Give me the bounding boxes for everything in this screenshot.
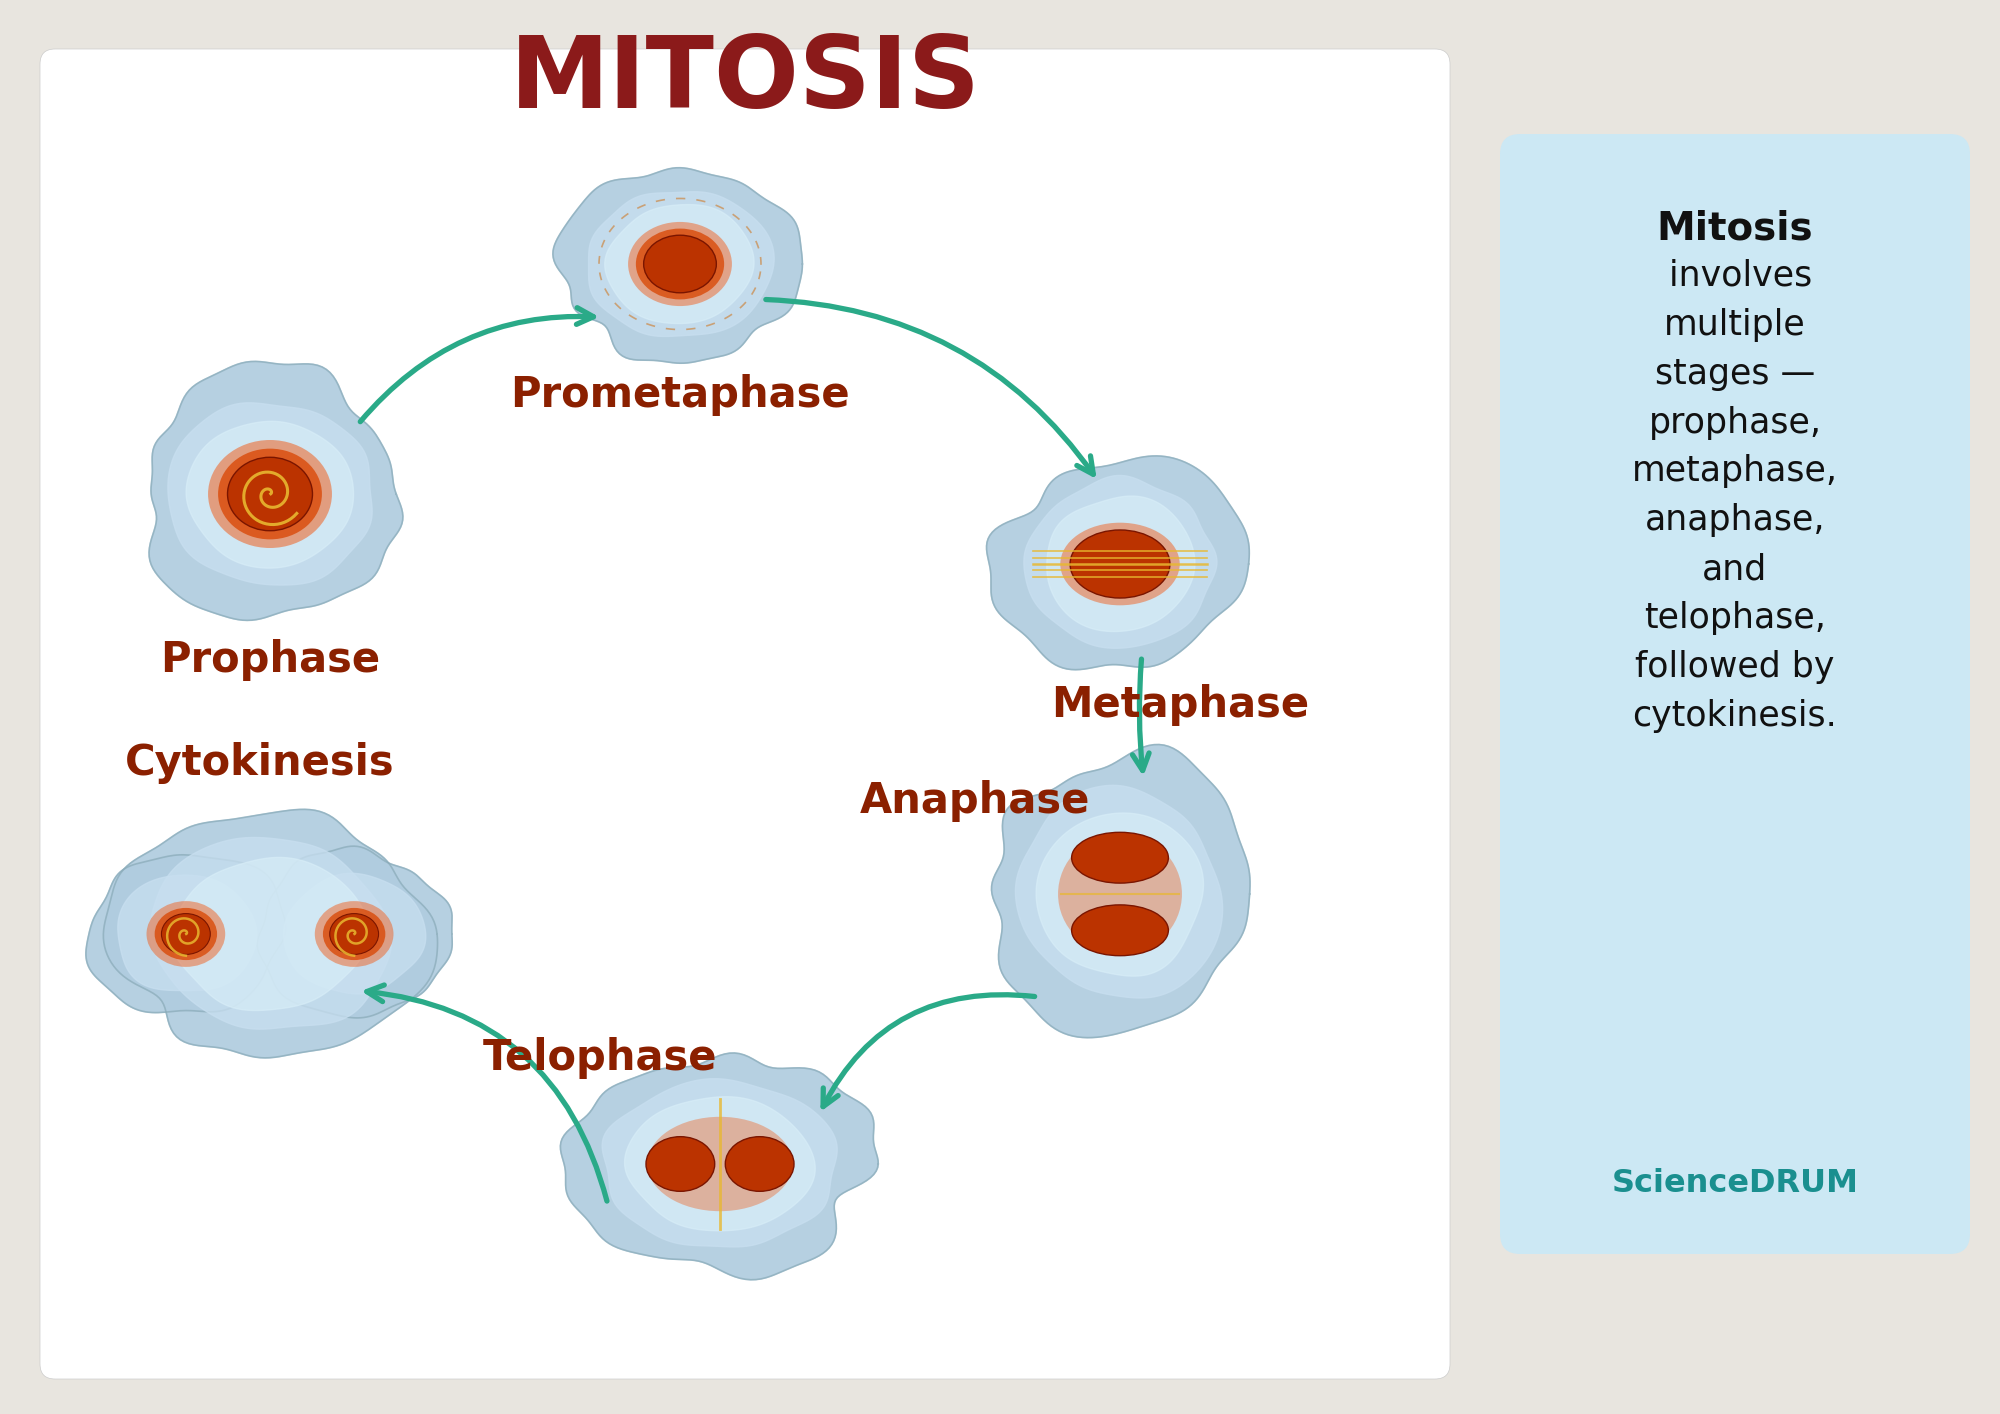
Polygon shape [168, 403, 372, 585]
Ellipse shape [330, 913, 378, 954]
Ellipse shape [322, 908, 386, 960]
Polygon shape [86, 855, 286, 1012]
Ellipse shape [644, 235, 716, 293]
Text: Metaphase: Metaphase [1050, 684, 1310, 725]
Polygon shape [986, 455, 1250, 670]
Ellipse shape [1060, 523, 1180, 605]
Ellipse shape [146, 901, 226, 967]
Polygon shape [602, 1079, 838, 1247]
Text: Telophase: Telophase [482, 1036, 718, 1079]
Polygon shape [258, 846, 452, 1018]
Polygon shape [170, 857, 370, 1011]
Ellipse shape [1070, 530, 1170, 598]
Ellipse shape [228, 457, 312, 530]
Text: Prometaphase: Prometaphase [510, 373, 850, 416]
Ellipse shape [1072, 833, 1168, 884]
Ellipse shape [1058, 833, 1182, 954]
Ellipse shape [218, 448, 322, 539]
Polygon shape [186, 421, 354, 568]
Polygon shape [104, 809, 438, 1058]
Polygon shape [1016, 785, 1222, 998]
Polygon shape [1046, 496, 1194, 632]
Polygon shape [552, 168, 802, 363]
Ellipse shape [1072, 905, 1168, 956]
Polygon shape [1024, 475, 1216, 648]
Ellipse shape [154, 908, 218, 960]
Text: MITOSIS: MITOSIS [510, 33, 980, 129]
Ellipse shape [636, 229, 724, 300]
Text: Prophase: Prophase [160, 639, 380, 682]
FancyBboxPatch shape [1500, 134, 1970, 1254]
Text: Mitosis: Mitosis [1656, 209, 1814, 247]
Ellipse shape [648, 1117, 792, 1212]
Polygon shape [624, 1097, 816, 1230]
FancyBboxPatch shape [40, 49, 1450, 1379]
Text: involves
multiple
stages —
prophase,
metaphase,
anaphase,
and
telophase,
followe: involves multiple stages — prophase, met… [1632, 259, 1838, 732]
Ellipse shape [628, 222, 732, 305]
Polygon shape [150, 362, 402, 621]
Ellipse shape [646, 1137, 714, 1192]
Ellipse shape [314, 901, 394, 967]
Polygon shape [588, 192, 774, 337]
Ellipse shape [208, 440, 332, 549]
Ellipse shape [162, 913, 210, 954]
Text: Anaphase: Anaphase [860, 781, 1090, 822]
Polygon shape [992, 745, 1250, 1038]
Polygon shape [604, 205, 754, 324]
Text: Cytokinesis: Cytokinesis [126, 742, 394, 783]
Polygon shape [560, 1053, 878, 1280]
Polygon shape [118, 875, 256, 991]
Ellipse shape [726, 1137, 794, 1192]
Polygon shape [284, 874, 426, 994]
Text: ScienceDRUM: ScienceDRUM [1612, 1168, 1858, 1199]
Polygon shape [1036, 813, 1204, 976]
Polygon shape [150, 837, 392, 1029]
